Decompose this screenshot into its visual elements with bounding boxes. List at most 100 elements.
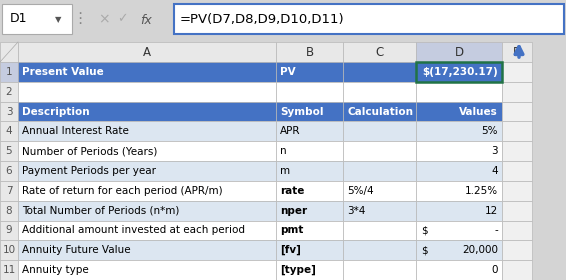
Text: ×: × [98, 12, 110, 26]
Bar [502, 102, 532, 122]
Text: n: n [280, 146, 286, 156]
Text: 9: 9 [6, 225, 12, 235]
Bar [276, 42, 343, 62]
Text: Additional amount invested at each period: Additional amount invested at each perio… [22, 225, 245, 235]
Bar [343, 161, 416, 181]
Text: rate: rate [280, 186, 305, 196]
Text: APR: APR [280, 126, 301, 136]
Text: 6: 6 [6, 166, 12, 176]
Text: 3: 3 [6, 107, 12, 116]
Bar [416, 181, 502, 201]
Bar [18, 161, 276, 181]
Bar [343, 102, 416, 122]
Bar [0, 260, 18, 280]
Bar [502, 260, 532, 280]
Text: fx: fx [140, 13, 152, 27]
Bar [276, 161, 343, 181]
Text: 5%: 5% [482, 126, 498, 136]
Bar [416, 82, 502, 102]
Bar [343, 201, 416, 221]
Bar [343, 62, 416, 82]
Text: 8: 8 [6, 206, 12, 216]
Bar [18, 221, 276, 240]
Bar [343, 122, 416, 141]
Text: 20,000: 20,000 [462, 245, 498, 255]
Text: pmt: pmt [280, 225, 303, 235]
Text: D1: D1 [10, 13, 28, 25]
Text: m: m [280, 166, 290, 176]
Text: 5%/4: 5%/4 [347, 186, 374, 196]
Bar [502, 141, 532, 161]
Bar [502, 122, 532, 141]
Text: ✓: ✓ [117, 13, 127, 25]
Bar [343, 181, 416, 201]
Bar [416, 240, 502, 260]
Bar [502, 62, 532, 82]
Bar [0, 240, 18, 260]
Bar [502, 161, 532, 181]
Bar [0, 42, 18, 62]
Text: 7: 7 [6, 186, 12, 196]
Bar [0, 0, 566, 38]
Text: nper: nper [280, 206, 307, 216]
Text: Description: Description [22, 107, 89, 116]
Bar [18, 201, 276, 221]
Bar [416, 141, 502, 161]
Bar [90, 4, 170, 34]
Bar [343, 240, 416, 260]
Text: Present Value: Present Value [22, 67, 104, 77]
Text: 0: 0 [491, 265, 498, 275]
Text: Total Number of Periods (n*m): Total Number of Periods (n*m) [22, 206, 179, 216]
Text: ⋮: ⋮ [72, 11, 88, 27]
Text: 5: 5 [6, 146, 12, 156]
Bar [416, 122, 502, 141]
Bar [276, 62, 343, 82]
Text: 3: 3 [491, 146, 498, 156]
Text: Annuity Future Value: Annuity Future Value [22, 245, 131, 255]
Text: $: $ [421, 245, 428, 255]
Bar [343, 42, 416, 62]
Text: 3*4: 3*4 [347, 206, 366, 216]
Bar [416, 102, 502, 122]
Text: 10: 10 [2, 245, 15, 255]
Bar [276, 221, 343, 240]
Text: Number of Periods (Years): Number of Periods (Years) [22, 146, 157, 156]
Text: B: B [306, 45, 314, 59]
Bar [18, 181, 276, 201]
Bar [502, 240, 532, 260]
Bar [0, 161, 18, 181]
Bar [276, 102, 343, 122]
Bar [416, 201, 502, 221]
Bar [416, 62, 502, 82]
Text: $: $ [421, 225, 428, 235]
Bar [174, 4, 564, 34]
Bar [276, 141, 343, 161]
Bar [343, 260, 416, 280]
Text: Annuity type: Annuity type [22, 265, 89, 275]
Bar [343, 82, 416, 102]
Text: -: - [494, 225, 498, 235]
Bar [18, 62, 276, 82]
Bar [276, 82, 343, 102]
Bar [0, 122, 18, 141]
Text: Symbol: Symbol [280, 107, 324, 116]
Bar [18, 141, 276, 161]
Bar [502, 201, 532, 221]
Text: D: D [454, 45, 464, 59]
Bar [0, 38, 566, 42]
Text: 1.25%: 1.25% [465, 186, 498, 196]
Bar [0, 201, 18, 221]
Bar [276, 240, 343, 260]
Bar [18, 42, 276, 62]
Bar [0, 82, 18, 102]
Bar [18, 122, 276, 141]
Bar [18, 240, 276, 260]
Bar [18, 102, 276, 122]
Bar [343, 221, 416, 240]
Text: 4: 4 [491, 166, 498, 176]
Bar [502, 42, 532, 62]
Text: C: C [375, 45, 384, 59]
Bar [18, 82, 276, 102]
Text: [fv]: [fv] [280, 245, 301, 255]
Text: 2: 2 [6, 87, 12, 97]
